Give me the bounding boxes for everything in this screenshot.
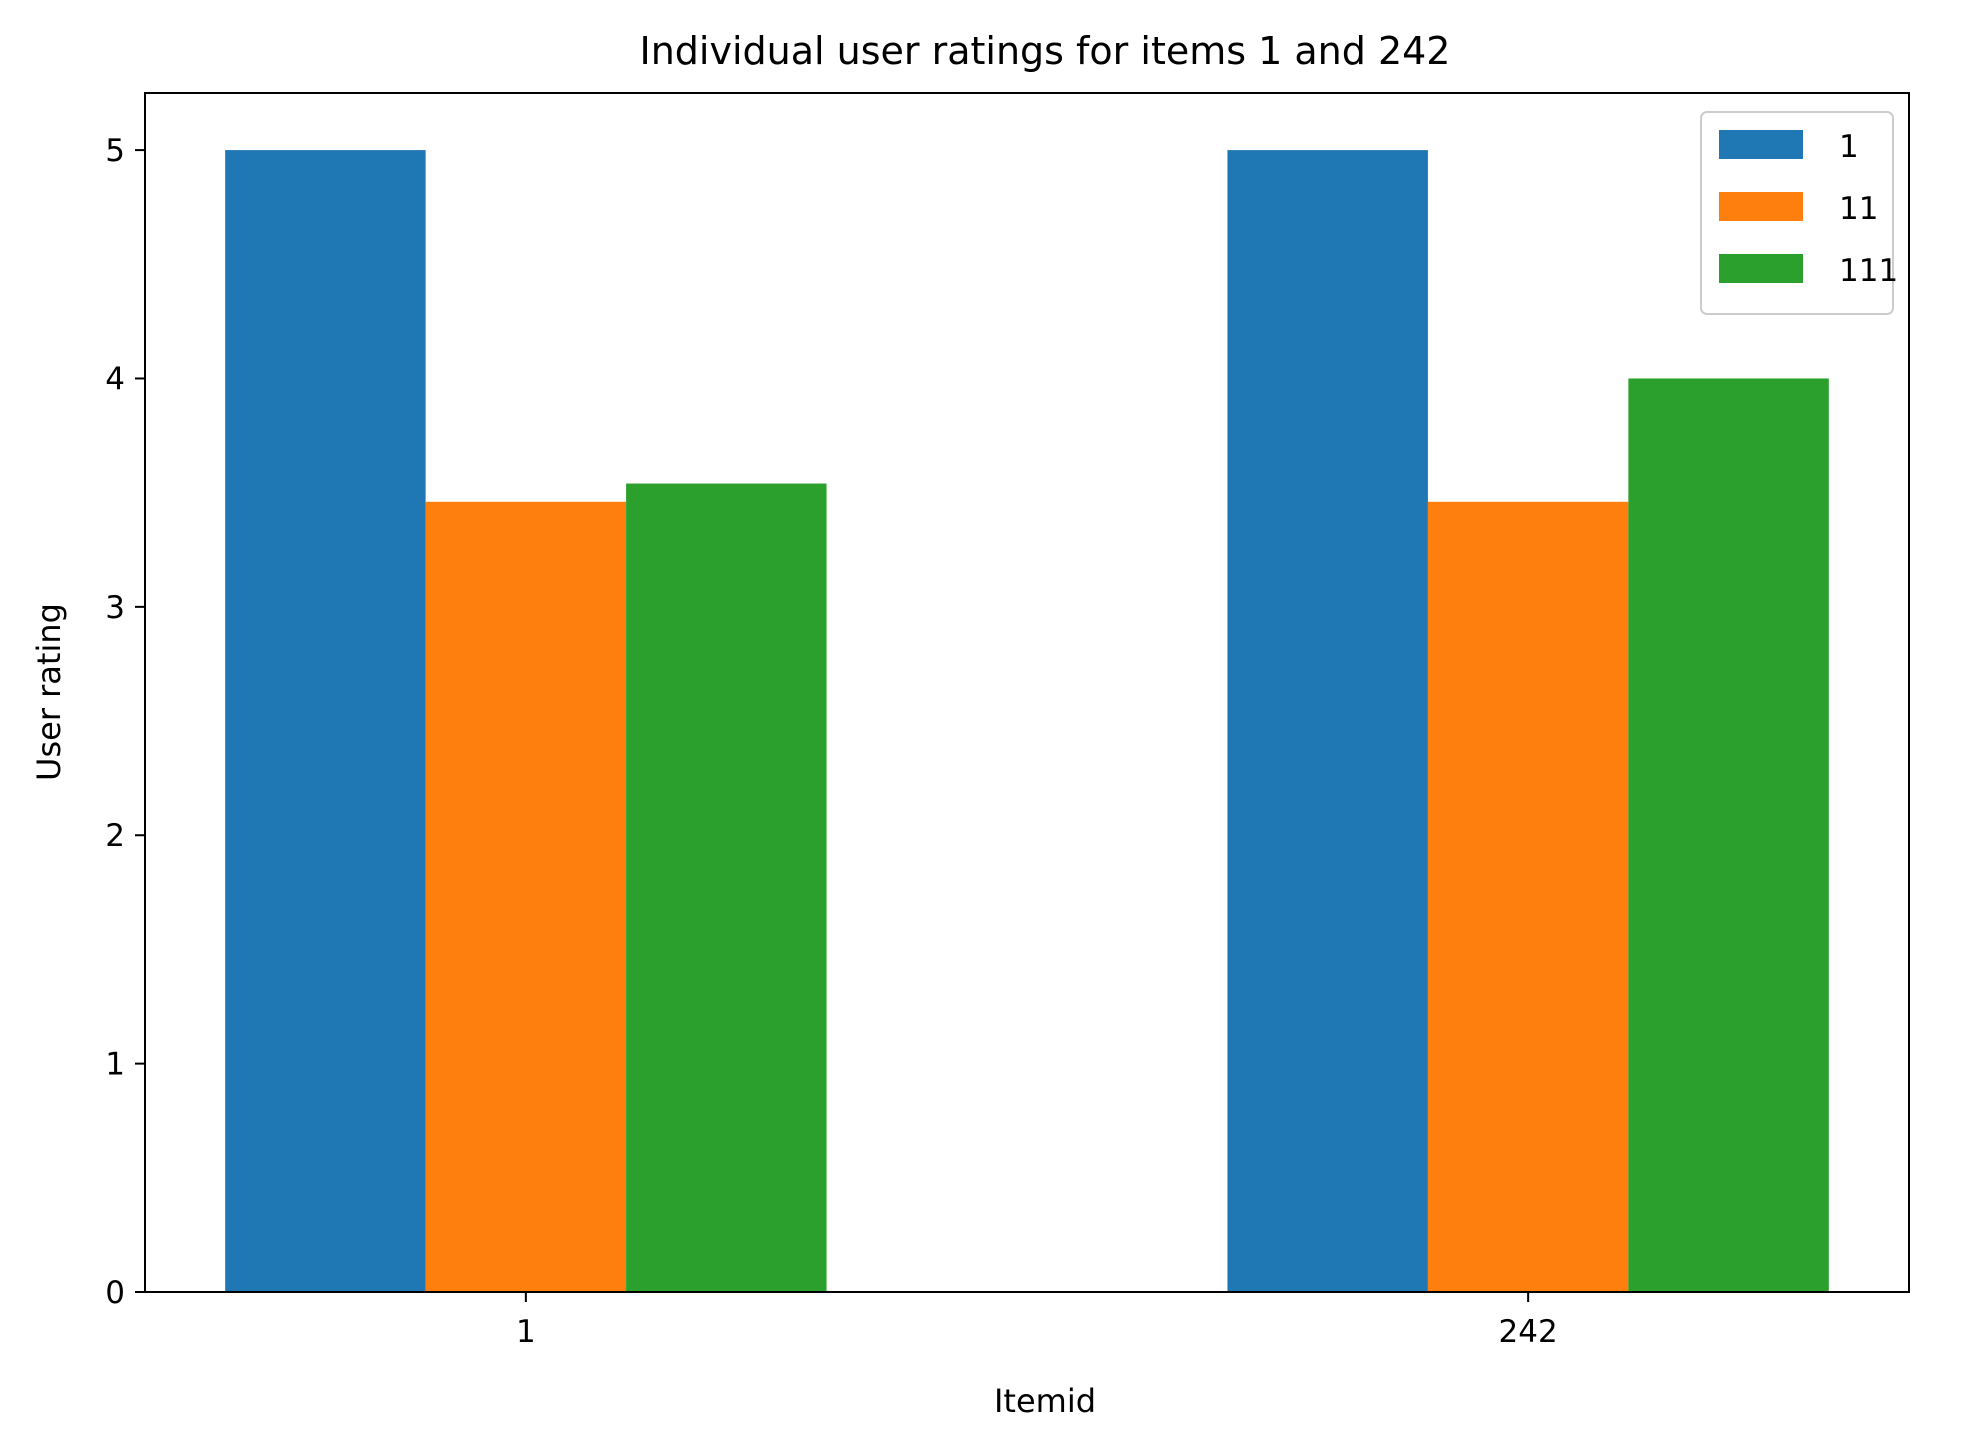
plot-frame [144, 92, 1910, 1293]
y-tick-label: 1 [105, 1047, 125, 1083]
y-tick-label: 0 [105, 1275, 125, 1311]
legend-swatch-1 [1719, 130, 1803, 159]
y-tick-label: 4 [105, 361, 125, 397]
x-tick-label: 1 [516, 1314, 536, 1350]
legend-label-111: 111 [1839, 253, 1898, 289]
bar-111-item-1 [626, 483, 827, 1292]
x-axis: 1 242 [516, 1292, 1558, 1350]
x-tick-label: 242 [1499, 1314, 1558, 1350]
bars-group [225, 150, 1829, 1293]
legend-label-11: 11 [1839, 191, 1878, 227]
y-tick-label: 3 [105, 590, 125, 626]
y-axis-label: User rating [30, 603, 68, 781]
chart-title: Individual user ratings for items 1 and … [640, 29, 1451, 73]
bar-1-item-1 [225, 150, 426, 1293]
bar-11-item-1 [425, 501, 627, 1293]
bar-1-item-242 [1227, 150, 1428, 1293]
legend-label-1: 1 [1839, 129, 1859, 165]
bar-111-item-242 [1628, 378, 1829, 1292]
x-axis-label: Itemid [994, 1382, 1096, 1420]
y-tick-label: 5 [105, 133, 125, 169]
y-tick-label: 2 [105, 818, 125, 854]
legend-swatch-11 [1719, 192, 1803, 221]
bar-11-item-242 [1427, 501, 1629, 1293]
legend-swatch-111 [1719, 254, 1803, 283]
y-axis: 0 1 2 3 4 5 [105, 133, 145, 1311]
